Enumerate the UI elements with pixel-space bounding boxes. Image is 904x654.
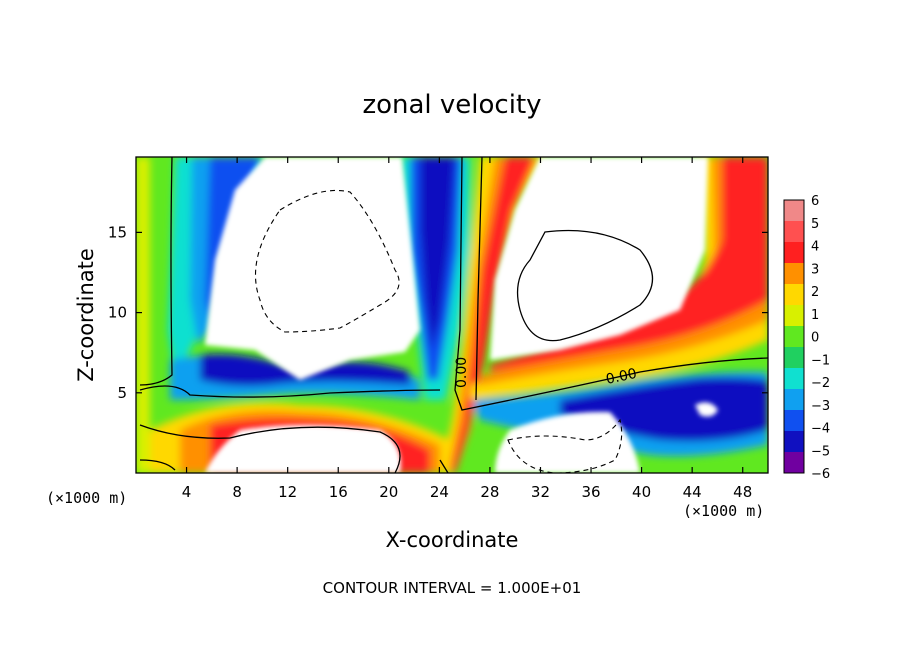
y-tick-label: 5 xyxy=(117,384,127,402)
colorbar-swatch xyxy=(784,410,804,432)
x-axis-label: X-coordinate xyxy=(386,528,519,552)
colorbar-tick-label: 0 xyxy=(811,331,819,346)
colorbar-swatch xyxy=(784,368,804,390)
colorbar-tick-label: −3 xyxy=(811,399,830,414)
colorbar-tick-label: 2 xyxy=(811,285,819,300)
x-tick-label: 44 xyxy=(683,483,702,501)
colorbar-tick-label: −2 xyxy=(811,376,830,391)
colorbar-tick-label: 4 xyxy=(811,240,819,255)
colorbar-swatch xyxy=(784,347,804,369)
x-unit-left: (×1000 m) xyxy=(46,489,127,507)
colorbar: 6 5 4 3 2 1 0 −1 −2 −3 −4 −5 −6 xyxy=(783,194,830,482)
x-tick-label: 8 xyxy=(232,483,242,501)
y-axis-label: Z-coordinate xyxy=(74,248,98,382)
x-tick-label: 24 xyxy=(430,483,449,501)
colorbar-tick-label: 6 xyxy=(811,194,819,209)
x-tick-label: 28 xyxy=(480,483,499,501)
colorbar-swatch xyxy=(784,389,804,411)
x-axis-ticks: 4 8 12 16 20 24 28 32 36 40 44 48 xyxy=(182,157,752,501)
x-tick-label: 36 xyxy=(581,483,600,501)
y-tick-label: 15 xyxy=(108,223,127,241)
dashed-contours xyxy=(254,189,623,473)
x-tick-label: 48 xyxy=(733,483,752,501)
chart-title: zonal velocity xyxy=(362,90,541,120)
colorbar-swatch xyxy=(784,242,804,264)
contour-label-group: 0.00 0.00 xyxy=(454,357,639,388)
x-tick-label: 20 xyxy=(379,483,398,501)
colorbar-tick-label: −4 xyxy=(811,422,830,437)
x-tick-label: 12 xyxy=(278,483,297,501)
colorbar-swatch xyxy=(784,200,804,222)
x-tick-label: 4 xyxy=(182,483,192,501)
y-tick-label: 10 xyxy=(108,304,127,322)
colorbar-frame xyxy=(783,199,805,474)
colorbar-tick-label: −1 xyxy=(811,353,830,368)
colorbar-swatch xyxy=(784,326,804,348)
contour-label: 0.00 xyxy=(605,366,639,388)
colorbar-swatch xyxy=(784,284,804,306)
colorbar-tick-label: 5 xyxy=(811,217,819,232)
y-axis-ticks: 5 10 15 xyxy=(108,223,768,402)
colorbar-tick-label: 3 xyxy=(811,262,819,277)
colorbar-tick-label: −5 xyxy=(811,444,830,459)
x-tick-label: 32 xyxy=(531,483,550,501)
colorbar-tick-label: 1 xyxy=(811,308,819,323)
x-tick-label: 40 xyxy=(632,483,651,501)
colorbar-swatch xyxy=(784,221,804,243)
x-unit-right: (×1000 m) xyxy=(683,502,764,520)
colorbar-swatch xyxy=(784,263,804,285)
colorbar-tick-label: −6 xyxy=(811,467,830,482)
contour-label: 0.00 xyxy=(454,357,470,388)
plot-frame xyxy=(135,156,769,474)
contour-interval-note: CONTOUR INTERVAL = 1.000E+01 xyxy=(323,579,582,597)
contour-lines xyxy=(139,157,768,473)
velocity-field: 0.00 0.00 xyxy=(136,157,768,473)
colorbar-swatch xyxy=(784,452,804,474)
x-tick-label: 16 xyxy=(329,483,348,501)
colorbar-swatch xyxy=(784,305,804,327)
colorbar-swatch xyxy=(784,431,804,453)
